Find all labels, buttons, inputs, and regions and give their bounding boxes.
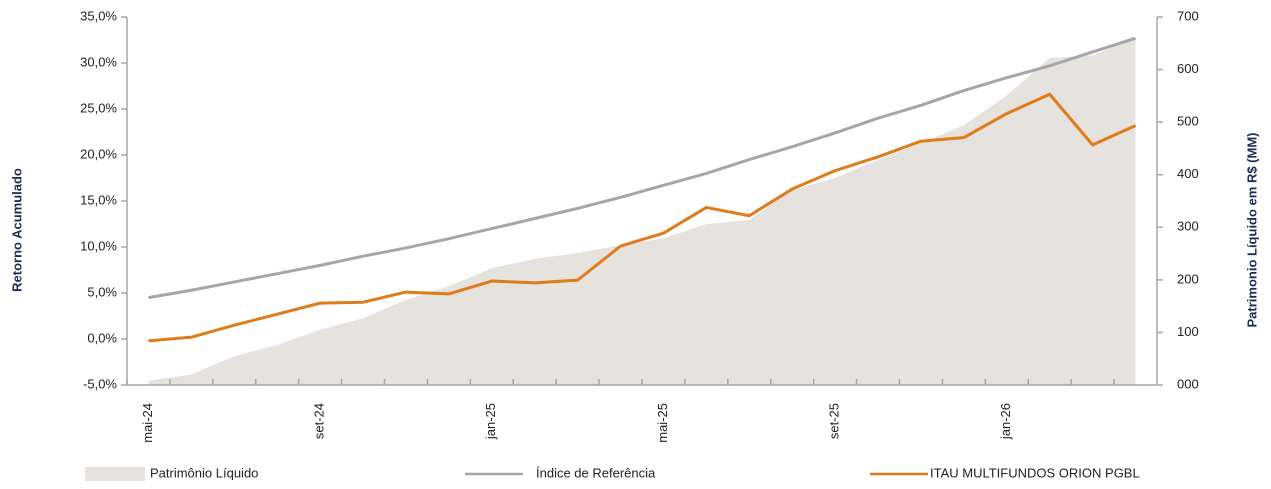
y2-tick-label: 700 (1177, 8, 1199, 23)
y2-tick-label: 000 (1177, 376, 1199, 391)
y2-tick-label: 100 (1177, 324, 1199, 339)
line (148, 36, 1136, 300)
x-tick-label: mai-24 (140, 403, 155, 443)
legend-swatch (85, 467, 145, 481)
x-tick-label: set-24 (312, 403, 327, 439)
x-tick-label: jan-25 (483, 403, 498, 440)
legend-label: Índice de Referência (536, 465, 656, 480)
y-tick-label: 30,0% (80, 54, 117, 69)
y2-tick-label: 600 (1177, 61, 1199, 76)
y-tick-label: 0,0% (87, 330, 117, 345)
y-tick-label: 25,0% (80, 100, 117, 115)
y-tick-label: 5,0% (87, 284, 117, 299)
y2-tick-label: 300 (1177, 219, 1199, 234)
y2-tick-label: 400 (1177, 166, 1199, 181)
y2-tick-label: 200 (1177, 271, 1199, 286)
y-tick-label: 15,0% (80, 192, 117, 207)
y-tick-label: 10,0% (80, 238, 117, 253)
x-tick-label: set-25 (827, 403, 842, 439)
line (148, 92, 1137, 343)
y2-axis-title: Patrimonio Líquido em R$ (MM) (1244, 133, 1259, 328)
area (148, 38, 1136, 386)
y-tick-label: 20,0% (80, 146, 117, 161)
x-tick-label: mai-25 (655, 403, 670, 443)
y-axis-title: Retorno Acumulado (9, 168, 24, 292)
y-tick-label: 35,0% (80, 8, 117, 23)
y-tick-label: -5,0% (83, 376, 117, 391)
y2-tick-label: 500 (1177, 114, 1199, 129)
legend-label: Patrimônio Líquido (150, 465, 258, 480)
x-tick-label: jan-26 (998, 403, 1013, 440)
legend-label: ITAU MULTIFUNDOS ORION PGBL (930, 465, 1140, 480)
